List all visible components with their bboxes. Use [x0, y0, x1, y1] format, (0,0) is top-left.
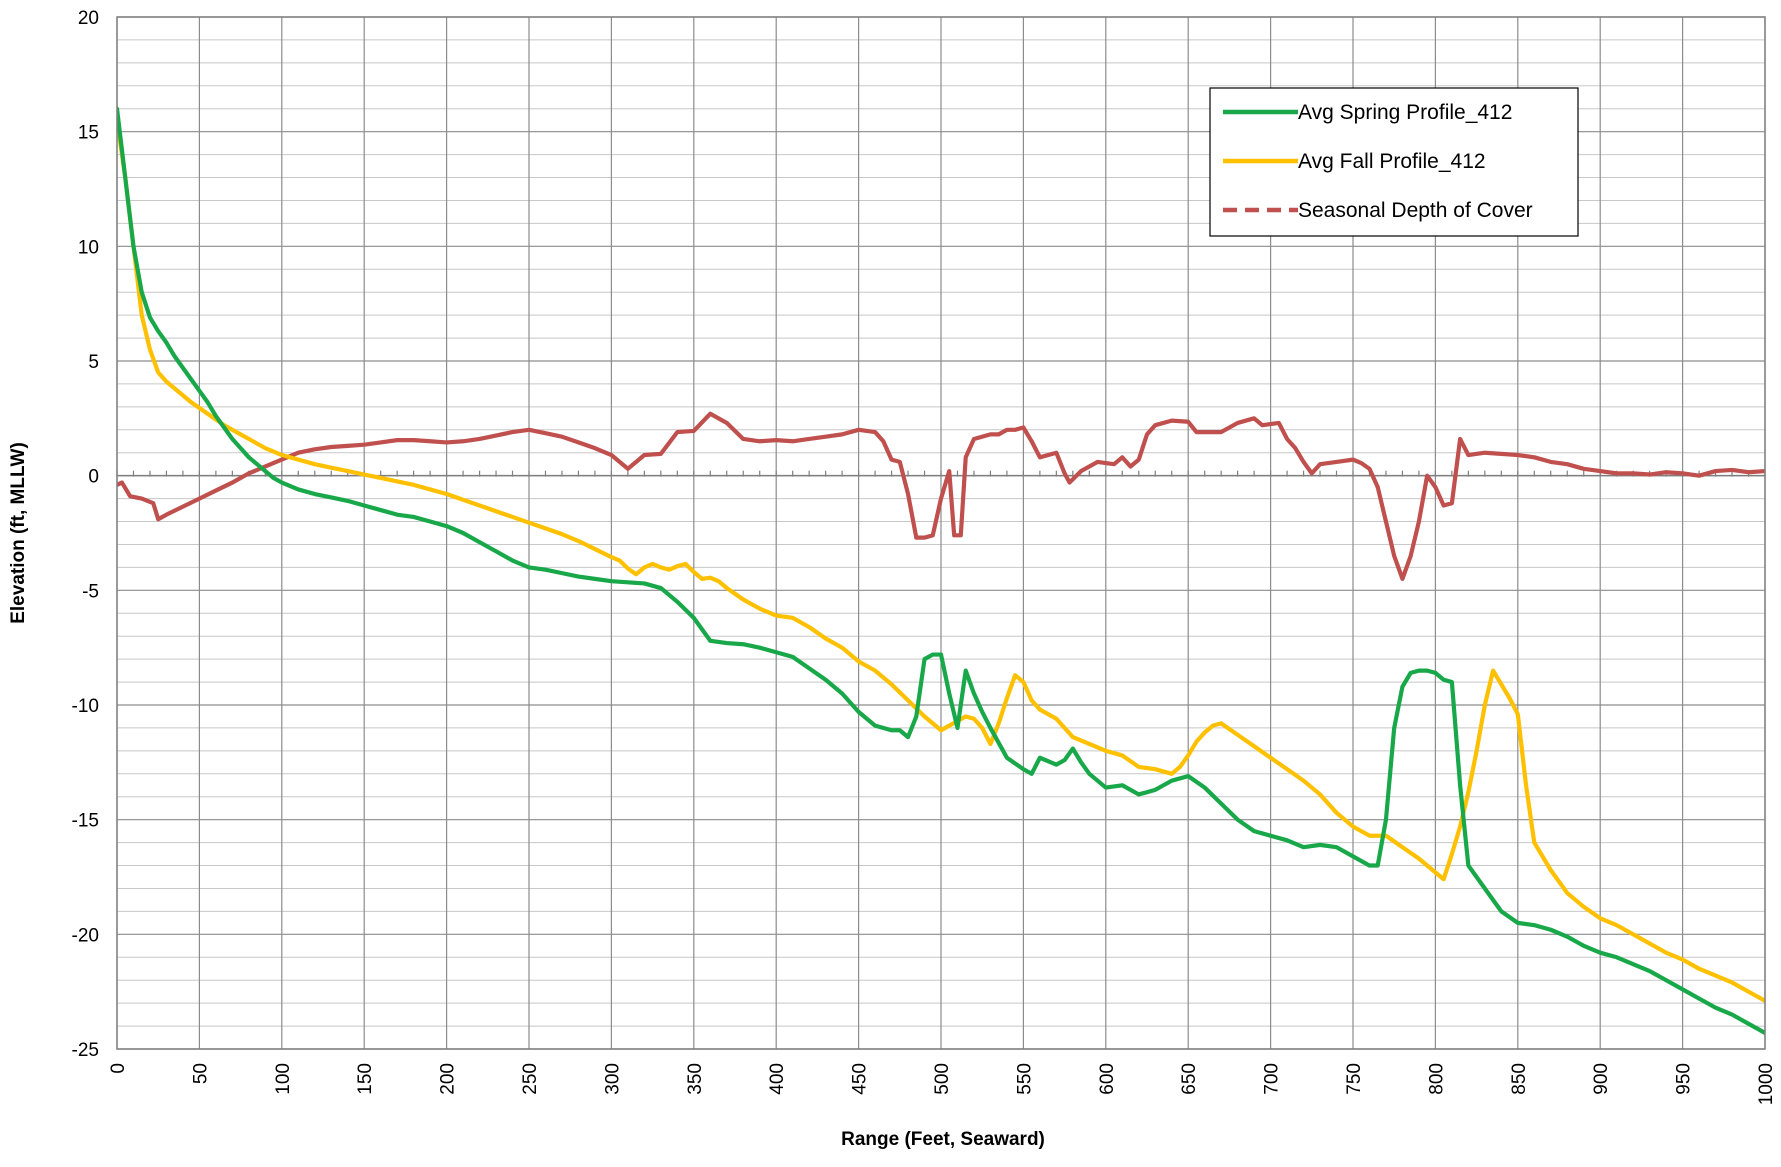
y-tick-labels: 20 15 10 5 0 -5 -10 -15 -20 -25: [72, 8, 99, 1061]
y-axis-title: Elevation (ft, MLLW): [8, 442, 29, 624]
legend-label-seasonal-depth-of-cover: Seasonal Depth of Cover: [1298, 199, 1533, 222]
x-tick-labels: 0 50 100 150 200 250 300 350 400 450 500 550 600 650 7…: [108, 1063, 1777, 1105]
x-axis-title: Range (Feet, Seaward): [841, 1129, 1045, 1150]
series-layer: [117, 106, 1765, 1036]
y-tick-label: 10: [78, 237, 99, 258]
series-line-seasonal-depth-of-cover: [117, 411, 1765, 581]
legend-label-avg-spring-profile-412: Avg Spring Profile_412: [1298, 101, 1512, 124]
y-tick-label: 5: [88, 352, 99, 373]
x-tick-label: 300: [602, 1063, 623, 1095]
legend: Avg Spring Profile_412 Avg Fall Profile_4…: [1209, 87, 1579, 237]
x-tick-label: 250: [520, 1063, 541, 1095]
x-tick-label: 850: [1509, 1063, 1530, 1095]
x-tick-label: 0: [108, 1063, 129, 1074]
y-tick-label: 15: [78, 123, 99, 144]
x-tick-label: 600: [1097, 1063, 1118, 1095]
x-tick-label: 150: [355, 1063, 376, 1095]
y-tick-label: -20: [72, 925, 99, 946]
y-tick-label: 0: [88, 467, 99, 488]
x-tick-label: 650: [1179, 1063, 1200, 1095]
x-tick-label: 500: [932, 1063, 953, 1095]
x-tick-label: 50: [190, 1063, 211, 1084]
x-tick-label: 100: [273, 1063, 294, 1095]
y-tick-label: 20: [78, 8, 99, 29]
y-tick-label: -15: [72, 811, 99, 832]
y-tick-label: -5: [82, 581, 99, 602]
x-tick-label: 550: [1014, 1063, 1035, 1095]
x-tick-label: 200: [438, 1063, 459, 1095]
legend-label-avg-fall-profile-412: Avg Fall Profile_412: [1298, 150, 1486, 173]
x-tick-label: 700: [1262, 1063, 1283, 1095]
plot-frame: [116, 16, 1766, 1050]
series-line-avg-spring-profile-412: [117, 106, 1765, 1036]
x-tick-label: 450: [850, 1063, 871, 1095]
y-tick-label: -25: [72, 1040, 99, 1061]
x-tick-label: 800: [1426, 1063, 1447, 1095]
x-tick-label: 350: [685, 1063, 706, 1095]
x-tick-label: 750: [1344, 1063, 1365, 1095]
x-tick-label: 950: [1674, 1063, 1695, 1095]
zero-axis: [116, 470, 1766, 477]
x-tick-label: 400: [767, 1063, 788, 1095]
x-tick-label: 1000: [1756, 1063, 1777, 1105]
y-tick-label: -10: [72, 696, 99, 717]
x-tick-label: 900: [1591, 1063, 1612, 1095]
